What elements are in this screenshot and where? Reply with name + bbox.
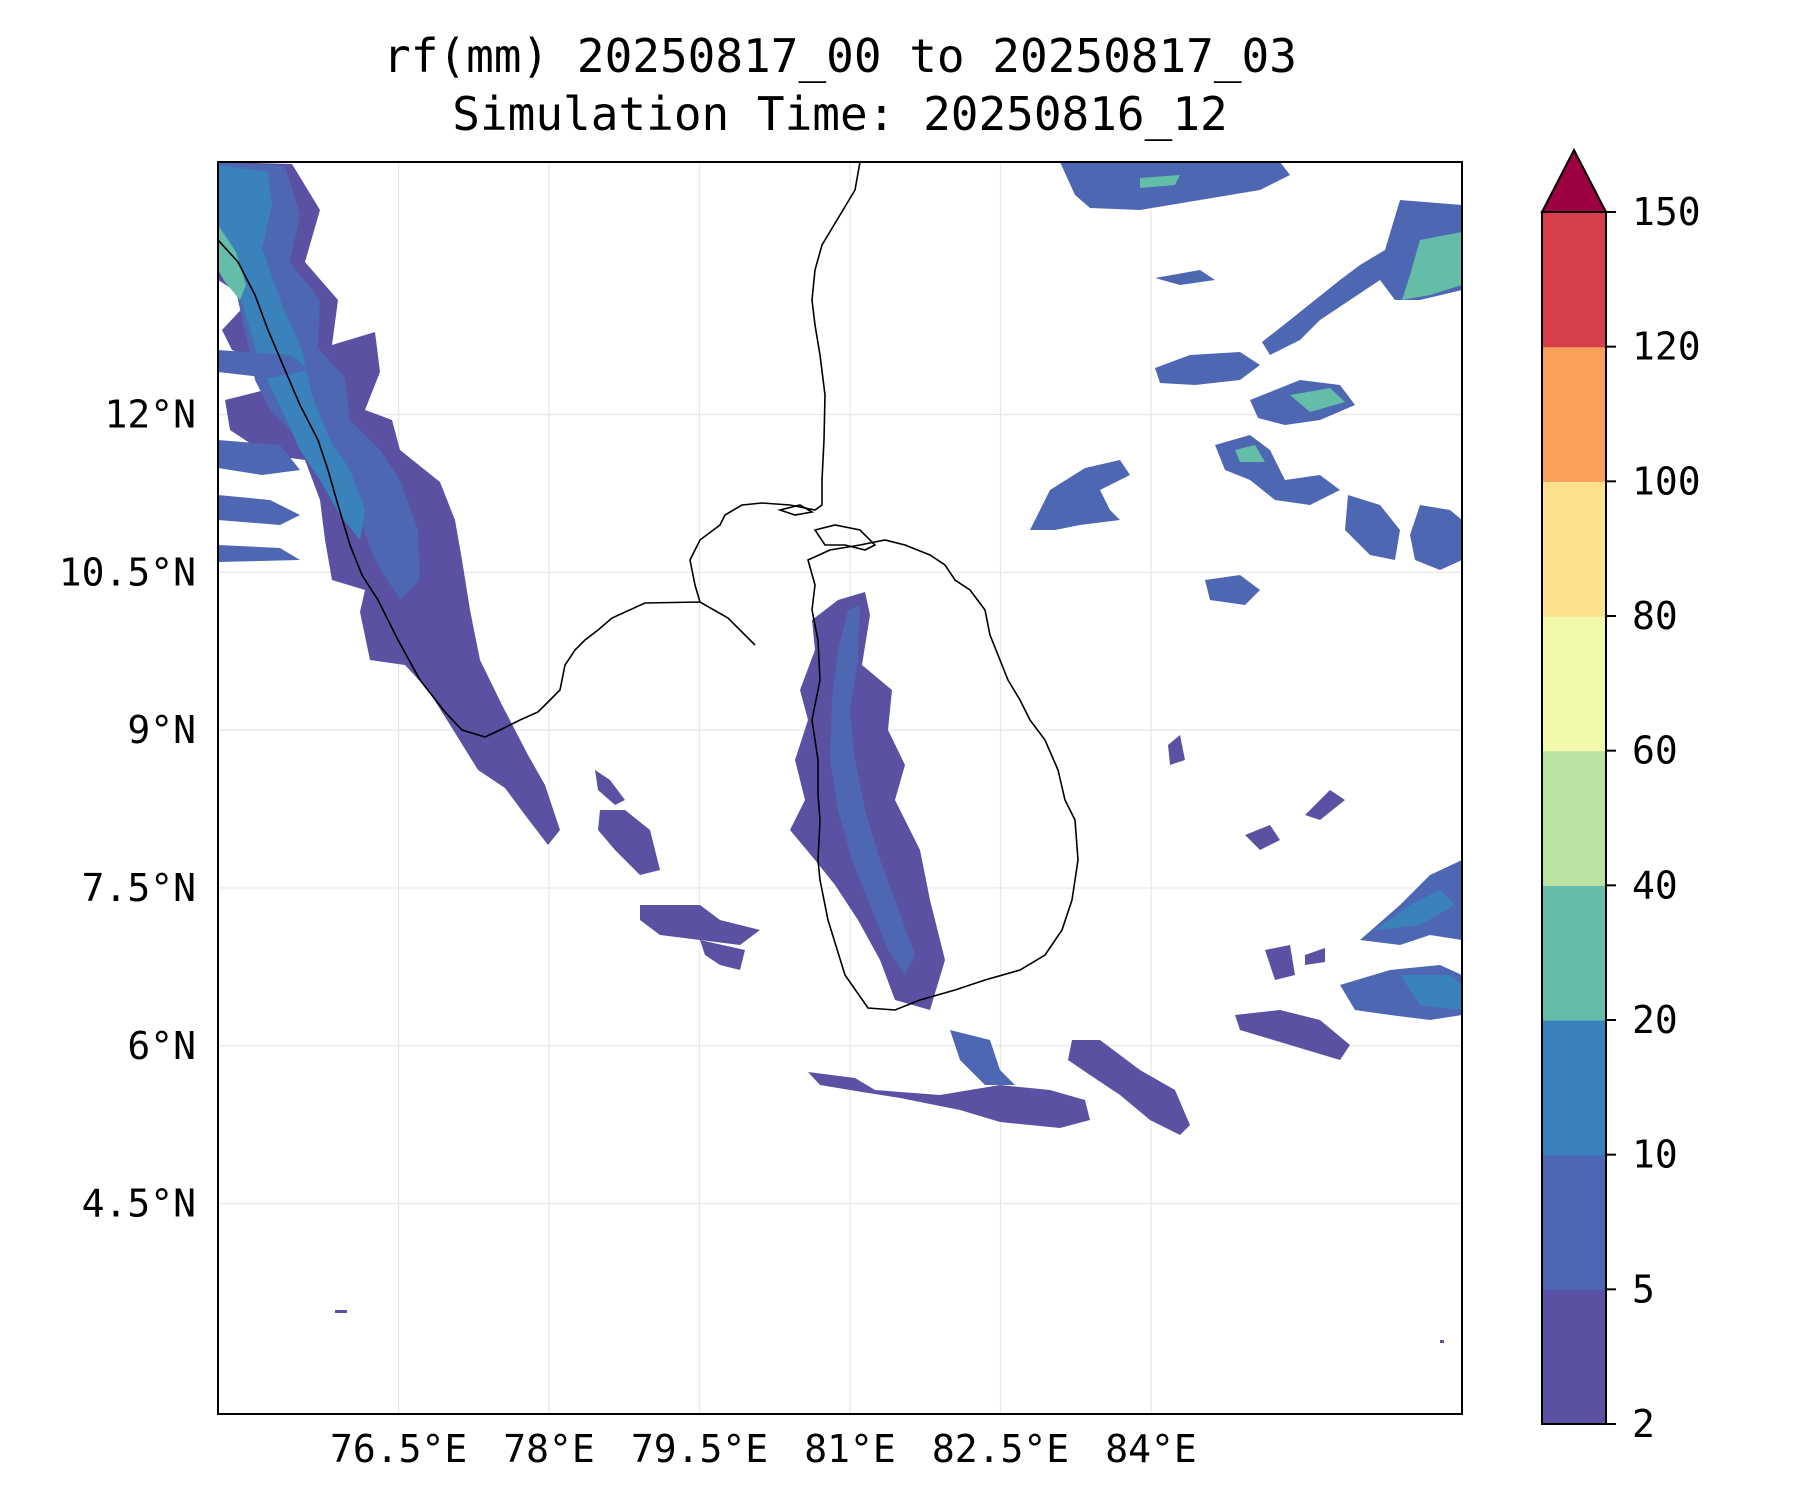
rain-contour-bay-north-2: [1262, 200, 1462, 355]
rain-speck-2: [1440, 1340, 1444, 1343]
x-tick-label: 76.5°E: [330, 1427, 467, 1471]
colorbar: 2 5 10 20 40 60 80 100 120 150: [1540, 147, 1701, 1446]
colorbar-tick-label: 5: [1632, 1267, 1655, 1311]
rain-contour-gulf-4: [700, 940, 745, 970]
colorbar-segment: [1542, 1289, 1606, 1425]
rain-streak-2: [218, 440, 300, 475]
colorbar-frame: [1541, 211, 1607, 1425]
rain-contour-bay-north-2-20: [1402, 232, 1462, 300]
colorbar-segment: [1542, 1020, 1606, 1156]
colorbar-segment: [1542, 1154, 1606, 1290]
colorbar-tick-label: 2: [1632, 1402, 1655, 1446]
rain-speck-1: [335, 1310, 347, 1313]
coastline-jaffna: [813, 524, 877, 551]
coastlines: [218, 162, 1079, 1011]
y-tick-label: 7.5°N: [82, 866, 196, 910]
rain-contour-srilanka-se: [1068, 1040, 1190, 1135]
rain-streak-3: [218, 495, 300, 525]
rain-contour-srilanka-south: [808, 1072, 1090, 1128]
rain-contour-bay-se-2-20: [1400, 975, 1462, 1010]
rainfall-contours: [218, 162, 1462, 1343]
map-title-line-1: rf(mm) 20250817_00 to 20250817_03: [383, 29, 1297, 83]
coastline-india-east: [689, 162, 861, 603]
rain-contour-gulf-2: [598, 810, 660, 875]
colorbar-segment: [1542, 885, 1606, 1021]
coastline-srilanka: [807, 539, 1079, 1011]
rain-contour-bay-north-6-20: [1235, 445, 1265, 462]
x-tick-label: 82.5°E: [932, 1427, 1069, 1471]
rain-contour-bay-mid-3: [1410, 505, 1462, 570]
colorbar-segment: [1542, 616, 1606, 752]
rain-contour-bay-north-5-20: [1290, 388, 1345, 412]
rain-contour-bay-se-1-20: [1375, 890, 1455, 930]
map-title-line-2: Simulation Time: 20250816_12: [452, 87, 1228, 141]
rain-streak-1: [218, 350, 310, 378]
y-tick-label: 10.5°N: [59, 550, 196, 594]
colorbar-tick-label: 150: [1632, 190, 1701, 234]
map-area: 76.5°E 78°E 79.5°E 81°E 82.5°E 84°E 12°N 10.5°…: [59, 161, 1463, 1471]
rain-contour-west-coast-20-40: [218, 225, 246, 300]
rain-contour-bay-mid-5: [1168, 735, 1185, 765]
rain-contour-bay-mid-7: [1245, 825, 1280, 850]
rain-contour-gulf-1: [595, 770, 625, 805]
y-tick-label: 9°N: [127, 708, 196, 752]
x-tick-label: 78°E: [503, 1427, 595, 1471]
colorbar-tick-label: 80: [1632, 594, 1678, 638]
rain-contour-bay-mid-2: [1345, 495, 1400, 560]
colorbar-tick-label: 120: [1632, 325, 1701, 369]
rain-contour-bay-mid-6: [1305, 790, 1345, 820]
coastline-india-west: [218, 239, 756, 738]
rain-contour-bay-mid-4: [1205, 575, 1260, 605]
coastline-islands: [777, 504, 815, 516]
colorbar-segment: [1542, 212, 1606, 348]
colorbar-extend-arrow: [1540, 147, 1608, 213]
rain-contour-bay-north-1: [1060, 162, 1290, 210]
map-frame: [217, 161, 1463, 1415]
colorbar-segment: [1542, 750, 1606, 886]
rain-contour-bay-north-1-20: [1140, 175, 1180, 188]
x-axis-ticks: 76.5°E 78°E 79.5°E 81°E 82.5°E 84°E: [330, 1427, 1197, 1471]
rain-contour-srilanka-south-2: [950, 1030, 1015, 1085]
rain-contour-west-coast-10-20: [218, 165, 365, 540]
rain-contour-srilanka-west: [790, 592, 945, 1010]
y-axis-ticks: 12°N 10.5°N 9°N 7.5°N 6°N 4.5°N: [59, 393, 196, 1226]
colorbar-tick-label: 60: [1632, 729, 1678, 773]
rain-contour-bay-north-4: [1155, 270, 1215, 285]
x-tick-label: 84°E: [1105, 1427, 1197, 1471]
colorbar-segment: [1542, 346, 1606, 482]
rain-contour-gulf-3: [640, 905, 760, 945]
rain-contour-srilanka-west-5-10: [830, 605, 915, 975]
rain-contour-bay-se-4: [1265, 945, 1295, 980]
rain-streak-4: [218, 545, 300, 562]
y-tick-label: 4.5°N: [82, 1182, 196, 1226]
x-tick-label: 81°E: [804, 1427, 896, 1471]
y-tick-label: 6°N: [127, 1024, 196, 1068]
x-tick-label: 79.5°E: [631, 1427, 768, 1471]
colorbar-tick-label: 100: [1632, 459, 1701, 503]
colorbar-tick-label: 40: [1632, 863, 1678, 907]
rain-contour-bay-north-3: [1155, 352, 1260, 385]
rain-contour-bay-mid-1: [1030, 460, 1130, 530]
colorbar-tick-label: 10: [1632, 1133, 1678, 1177]
rain-contour-bay-se-5: [1305, 948, 1325, 965]
rain-contour-bay-se-3: [1235, 1010, 1350, 1060]
colorbar-tick-label: 20: [1632, 998, 1678, 1042]
colorbar-segment: [1542, 481, 1606, 617]
y-tick-label: 12°N: [104, 393, 196, 437]
